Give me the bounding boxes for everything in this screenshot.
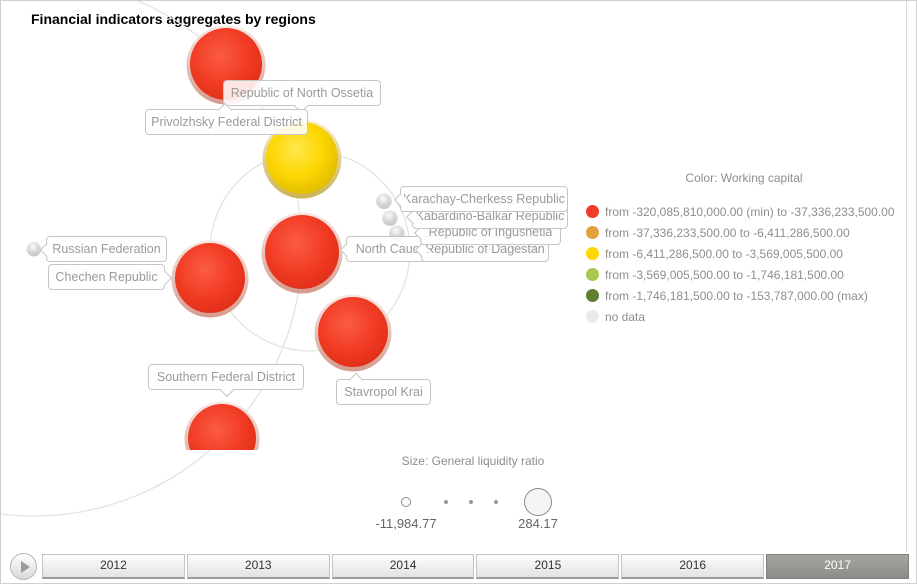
bubble-southern-federal-district[interactable] xyxy=(188,404,256,472)
year-button-2013[interactable]: 2013 xyxy=(186,554,330,579)
bubble-stavropol-krai[interactable] xyxy=(318,297,388,367)
legend-item: from -6,411,286,500.00 to -3,569,005,500… xyxy=(581,243,907,264)
year-button-2016[interactable]: 2016 xyxy=(621,554,765,579)
legend-color-dot-icon xyxy=(586,289,599,302)
size-legend: Size: General liquidity ratio -11,984.77… xyxy=(353,454,593,539)
size-max-value: 284.17 xyxy=(518,516,558,531)
bubble-karachay-cherkess-republic[interactable] xyxy=(378,194,390,206)
legend-item: from -1,746,181,500.00 to -153,787,000.0… xyxy=(581,285,907,306)
legend-item-label: from -1,746,181,500.00 to -153,787,000.0… xyxy=(605,288,868,303)
color-legend: Color: Working capital from -320,085,810… xyxy=(581,171,907,327)
legend-item: no data xyxy=(581,306,907,327)
legend-item: from -320,085,810,000.00 (min) to -37,33… xyxy=(581,201,907,222)
year-selector: 2012 2013 2014 2015 2016 2017 xyxy=(42,554,909,579)
year-button-2017[interactable]: 2017 xyxy=(766,554,909,579)
legend-color-dot-icon xyxy=(586,310,599,323)
size-step-dot-icon xyxy=(469,500,473,504)
size-min-circle-icon xyxy=(401,497,411,507)
bubble-privolzhsky-federal-district[interactable] xyxy=(190,28,262,100)
size-step-dot-icon xyxy=(494,500,498,504)
legend-item-label: no data xyxy=(605,309,646,324)
bubble-kabardino-balkar-republic[interactable] xyxy=(384,211,396,223)
bubble-russian-federation[interactable] xyxy=(28,242,40,254)
year-button-2012[interactable]: 2012 xyxy=(42,554,185,579)
chart-right-divider xyxy=(906,1,907,554)
bubble-republic-of-ingushetia[interactable] xyxy=(391,226,403,238)
bubble-republic-of-north-ossetia[interactable] xyxy=(266,122,338,194)
legend-item: from -3,569,005,500.00 to -1,746,181,500… xyxy=(581,264,907,285)
size-max-circle-icon xyxy=(524,488,552,516)
legend-color-dot-icon xyxy=(586,247,599,260)
timeline: 2012 2013 2014 2015 2016 2017 xyxy=(1,552,916,583)
size-step-dot-icon xyxy=(444,500,448,504)
legend-color-dot-icon xyxy=(586,226,599,239)
color-legend-title: Color: Working capital xyxy=(685,171,803,185)
size-legend-title: Size: General liquidity ratio xyxy=(401,454,545,468)
legend-item-label: from -320,085,810,000.00 (min) to -37,33… xyxy=(605,204,895,219)
legend-item-label: from -3,569,005,500.00 to -1,746,181,500… xyxy=(605,267,844,282)
bubble-north-caucasian-federal-district[interactable] xyxy=(265,215,339,289)
size-legend-scale xyxy=(353,484,593,520)
size-min-value: -11,984.77 xyxy=(375,516,437,531)
legend-item-label: from -6,411,286,500.00 to -3,569,005,500… xyxy=(605,246,843,261)
legend-color-dot-icon xyxy=(586,268,599,281)
legend-item: from -37,336,233,500.00 to -6,411,286,50… xyxy=(581,222,907,243)
year-button-2015[interactable]: 2015 xyxy=(476,554,620,579)
legend-color-dot-icon xyxy=(586,205,599,218)
bubble-chechen-republic[interactable] xyxy=(175,243,245,313)
legend-item-label: from -37,336,233,500.00 to -6,411,286,50… xyxy=(605,225,850,240)
play-icon xyxy=(20,560,30,573)
year-button-2014[interactable]: 2014 xyxy=(331,554,475,579)
play-button[interactable] xyxy=(10,553,37,580)
